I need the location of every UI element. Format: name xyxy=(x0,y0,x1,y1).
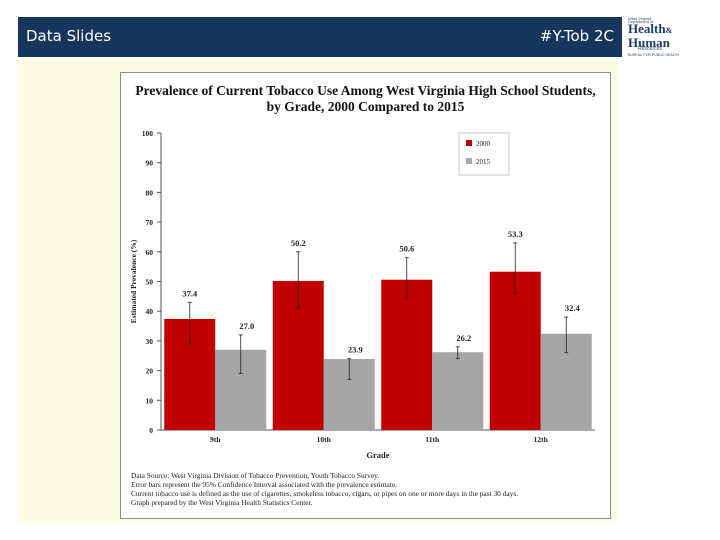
chart-title-line-1: Prevalence of Current Tobacco Use Among … xyxy=(135,83,596,98)
logo-amp-text: & xyxy=(665,26,673,35)
y-tick-label: 60 xyxy=(146,248,154,257)
y-tick-label: 10 xyxy=(146,396,154,405)
y-axis-title: Estimated Prevalence (%) xyxy=(129,239,138,323)
logo-resources-text: Resources xyxy=(638,46,662,52)
legend-label-2000: 2000 xyxy=(476,140,491,148)
slide-section-title: Data Slides xyxy=(26,27,112,45)
bar-2000 xyxy=(381,279,433,430)
y-tick-label: 30 xyxy=(146,337,154,346)
x-tick-label: 12th xyxy=(534,435,549,444)
chart-source-notes: Data Source: West Virginia Division of T… xyxy=(131,471,601,507)
chart-title-line-2: by Grade, 2000 Compared to 2015 xyxy=(266,99,465,114)
legend-swatch-2000 xyxy=(466,140,472,146)
chart-plot: 0 10 20 30 40 50 60 70 80 90 100 Estimated Prevalen… xyxy=(129,129,595,460)
legend-swatch-2015 xyxy=(466,158,472,164)
logo-human-text: Human xyxy=(628,35,670,50)
data-label-2000: 53.3 xyxy=(508,229,523,239)
logo-health-text: Health xyxy=(628,21,666,36)
logo-main-text: Health& Human xyxy=(628,21,673,50)
logo-bureau-text: BUREAU FOR PUBLIC HEALTH xyxy=(628,53,680,57)
note-line: Current tobacco use is defined as the us… xyxy=(131,489,519,498)
data-label-2015: 32.4 xyxy=(565,303,581,313)
y-tick-label: 20 xyxy=(146,367,154,376)
y-tick-label: 0 xyxy=(149,426,153,435)
data-label-2015: 27.0 xyxy=(239,321,254,331)
y-tick-label: 70 xyxy=(146,218,154,227)
y-tick-label: 80 xyxy=(146,188,154,197)
note-line: Data Source: West Virginia Division of T… xyxy=(131,471,380,480)
data-label-2015: 26.2 xyxy=(456,333,471,343)
data-label-2000: 50.6 xyxy=(399,244,414,254)
legend-label-2015: 2015 xyxy=(476,158,491,166)
x-tick-label: 11th xyxy=(425,435,440,444)
note-line: Error bars represent the 95% Confidence … xyxy=(131,480,397,489)
bar-2015 xyxy=(432,352,484,430)
bar-2000 xyxy=(489,271,541,430)
x-axis-title: Grade xyxy=(366,450,389,460)
y-tick-label: 40 xyxy=(146,307,154,316)
data-label-2015: 23.9 xyxy=(348,345,363,355)
header-bar: Data Slides #Y-Tob 2C xyxy=(18,17,622,57)
data-label-2000: 37.4 xyxy=(182,288,198,298)
logo-small-text-2: Department of xyxy=(628,19,654,24)
logo-small-text-1: West Virginia xyxy=(628,16,652,21)
y-tick-label: 50 xyxy=(146,278,154,287)
data-label-2000: 50.2 xyxy=(291,238,306,248)
x-tick-label: 9th xyxy=(210,435,221,444)
wv-dhhr-logo: West Virginia Department of Health& Huma… xyxy=(626,16,704,58)
x-tick-label: 10th xyxy=(317,435,332,444)
y-tick-label: 100 xyxy=(142,129,154,138)
y-tick-label: 90 xyxy=(146,159,154,168)
chart-card: Prevalence of Current Tobacco Use Among … xyxy=(120,72,611,519)
note-line: Graph prepared by the West Virginia Heal… xyxy=(131,498,313,507)
slide-id-label: #Y-Tob 2C xyxy=(539,27,614,45)
